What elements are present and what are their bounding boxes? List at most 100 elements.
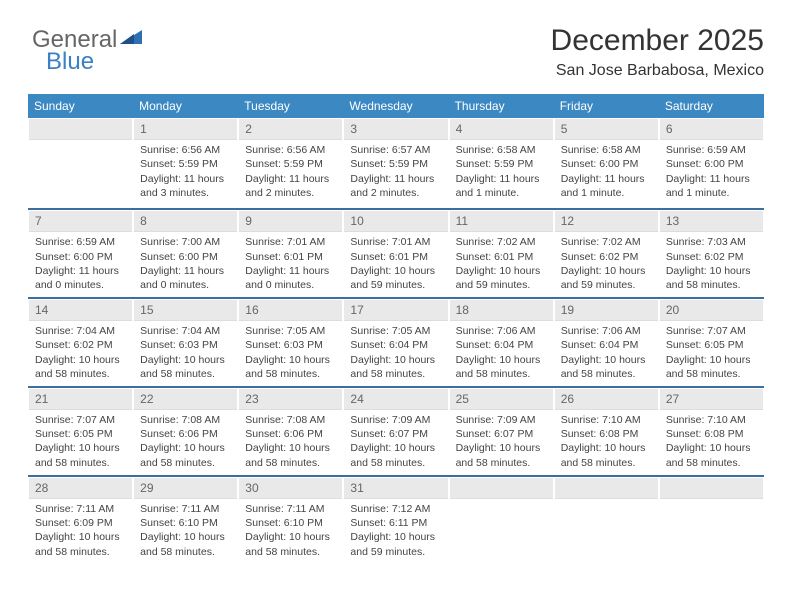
day-number: 5 <box>555 119 658 140</box>
day-number: 3 <box>344 119 447 140</box>
day-number: 17 <box>344 300 447 321</box>
day-body: Sunrise: 7:01 AMSunset: 6:01 PMDaylight:… <box>239 232 342 296</box>
daylight-text: Daylight: 10 hours and 58 minutes. <box>350 441 441 469</box>
sunset-text: Sunset: 6:04 PM <box>350 338 441 352</box>
daylight-text: Daylight: 11 hours and 0 minutes. <box>245 264 336 292</box>
calendar-week-row: 21Sunrise: 7:07 AMSunset: 6:05 PMDayligh… <box>28 387 764 476</box>
daylight-text: Daylight: 10 hours and 58 minutes. <box>35 353 126 381</box>
day-number: 23 <box>239 389 342 410</box>
sunset-text: Sunset: 6:09 PM <box>35 516 126 530</box>
sunset-text: Sunset: 5:59 PM <box>140 157 231 171</box>
sunset-text: Sunset: 6:02 PM <box>35 338 126 352</box>
weekday-header: Saturday <box>659 94 764 118</box>
sunrise-text: Sunrise: 7:08 AM <box>245 413 336 427</box>
calendar-day-cell <box>28 118 133 209</box>
daylight-text: Daylight: 11 hours and 2 minutes. <box>350 172 441 200</box>
daylight-text: Daylight: 10 hours and 58 minutes. <box>456 353 547 381</box>
calendar-day-cell: 25Sunrise: 7:09 AMSunset: 6:07 PMDayligh… <box>449 387 554 476</box>
day-number: 20 <box>660 300 763 321</box>
calendar-day-cell <box>554 476 659 567</box>
sunrise-text: Sunrise: 7:11 AM <box>35 502 126 516</box>
day-number: 13 <box>660 211 763 232</box>
day-body: Sunrise: 6:56 AMSunset: 5:59 PMDaylight:… <box>239 140 342 204</box>
daylight-text: Daylight: 10 hours and 58 minutes. <box>140 353 231 381</box>
daylight-text: Daylight: 10 hours and 58 minutes. <box>561 353 652 381</box>
day-number: 21 <box>29 389 132 410</box>
calendar-day-cell: 12Sunrise: 7:02 AMSunset: 6:02 PMDayligh… <box>554 209 659 298</box>
calendar-day-cell: 29Sunrise: 7:11 AMSunset: 6:10 PMDayligh… <box>133 476 238 567</box>
daylight-text: Daylight: 11 hours and 3 minutes. <box>140 172 231 200</box>
calendar-week-row: 7Sunrise: 6:59 AMSunset: 6:00 PMDaylight… <box>28 209 764 298</box>
day-number: 18 <box>450 300 553 321</box>
day-body: Sunrise: 7:02 AMSunset: 6:01 PMDaylight:… <box>450 232 553 296</box>
daylight-text: Daylight: 10 hours and 59 minutes. <box>350 264 441 292</box>
day-body: Sunrise: 7:05 AMSunset: 6:03 PMDaylight:… <box>239 321 342 385</box>
day-body: Sunrise: 7:09 AMSunset: 6:07 PMDaylight:… <box>344 410 447 474</box>
day-number: 10 <box>344 211 447 232</box>
day-number: 16 <box>239 300 342 321</box>
day-number: 29 <box>134 478 237 499</box>
daylight-text: Daylight: 10 hours and 58 minutes. <box>245 530 336 558</box>
day-body: Sunrise: 7:04 AMSunset: 6:02 PMDaylight:… <box>29 321 132 385</box>
daylight-text: Daylight: 10 hours and 58 minutes. <box>350 353 441 381</box>
day-number: 14 <box>29 300 132 321</box>
sunset-text: Sunset: 6:02 PM <box>666 250 757 264</box>
sunrise-text: Sunrise: 7:12 AM <box>350 502 441 516</box>
calendar-day-cell: 16Sunrise: 7:05 AMSunset: 6:03 PMDayligh… <box>238 298 343 387</box>
sunset-text: Sunset: 6:01 PM <box>350 250 441 264</box>
calendar-day-cell: 15Sunrise: 7:04 AMSunset: 6:03 PMDayligh… <box>133 298 238 387</box>
sunset-text: Sunset: 6:06 PM <box>140 427 231 441</box>
weekday-header-row: Sunday Monday Tuesday Wednesday Thursday… <box>28 94 764 118</box>
sunrise-text: Sunrise: 6:57 AM <box>350 143 441 157</box>
sunset-text: Sunset: 6:05 PM <box>666 338 757 352</box>
calendar-day-cell: 22Sunrise: 7:08 AMSunset: 6:06 PMDayligh… <box>133 387 238 476</box>
sunset-text: Sunset: 6:08 PM <box>666 427 757 441</box>
logo-text-2: Blue <box>46 48 94 76</box>
day-body: Sunrise: 7:02 AMSunset: 6:02 PMDaylight:… <box>555 232 658 296</box>
daylight-text: Daylight: 10 hours and 59 minutes. <box>561 264 652 292</box>
day-body: Sunrise: 7:10 AMSunset: 6:08 PMDaylight:… <box>660 410 763 474</box>
day-body: Sunrise: 7:10 AMSunset: 6:08 PMDaylight:… <box>555 410 658 474</box>
sunrise-text: Sunrise: 7:11 AM <box>140 502 231 516</box>
day-body <box>660 499 763 566</box>
day-body: Sunrise: 7:06 AMSunset: 6:04 PMDaylight:… <box>450 321 553 385</box>
sunset-text: Sunset: 6:07 PM <box>350 427 441 441</box>
sunset-text: Sunset: 6:04 PM <box>561 338 652 352</box>
day-body: Sunrise: 7:03 AMSunset: 6:02 PMDaylight:… <box>660 232 763 296</box>
day-number: 19 <box>555 300 658 321</box>
day-body: Sunrise: 7:11 AMSunset: 6:10 PMDaylight:… <box>239 499 342 563</box>
weekday-header: Tuesday <box>238 94 343 118</box>
calendar-day-cell <box>659 476 764 567</box>
day-number <box>29 119 132 140</box>
calendar-day-cell: 11Sunrise: 7:02 AMSunset: 6:01 PMDayligh… <box>449 209 554 298</box>
day-body: Sunrise: 7:11 AMSunset: 6:09 PMDaylight:… <box>29 499 132 563</box>
calendar-day-cell: 8Sunrise: 7:00 AMSunset: 6:00 PMDaylight… <box>133 209 238 298</box>
calendar-day-cell: 6Sunrise: 6:59 AMSunset: 6:00 PMDaylight… <box>659 118 764 209</box>
sunset-text: Sunset: 6:01 PM <box>245 250 336 264</box>
day-body <box>29 140 132 207</box>
sunrise-text: Sunrise: 7:09 AM <box>350 413 441 427</box>
logo-triangle-icon <box>120 28 142 46</box>
sunset-text: Sunset: 6:08 PM <box>561 427 652 441</box>
sunrise-text: Sunrise: 6:58 AM <box>561 143 652 157</box>
sunrise-text: Sunrise: 6:58 AM <box>456 143 547 157</box>
daylight-text: Daylight: 10 hours and 59 minutes. <box>456 264 547 292</box>
calendar-day-cell: 7Sunrise: 6:59 AMSunset: 6:00 PMDaylight… <box>28 209 133 298</box>
sunset-text: Sunset: 5:59 PM <box>456 157 547 171</box>
sunset-text: Sunset: 6:06 PM <box>245 427 336 441</box>
calendar-day-cell: 3Sunrise: 6:57 AMSunset: 5:59 PMDaylight… <box>343 118 448 209</box>
calendar-day-cell: 14Sunrise: 7:04 AMSunset: 6:02 PMDayligh… <box>28 298 133 387</box>
sunset-text: Sunset: 6:10 PM <box>140 516 231 530</box>
day-body: Sunrise: 6:58 AMSunset: 5:59 PMDaylight:… <box>450 140 553 204</box>
sunset-text: Sunset: 5:59 PM <box>245 157 336 171</box>
calendar-day-cell: 2Sunrise: 6:56 AMSunset: 5:59 PMDaylight… <box>238 118 343 209</box>
weekday-header: Monday <box>133 94 238 118</box>
calendar-day-cell: 18Sunrise: 7:06 AMSunset: 6:04 PMDayligh… <box>449 298 554 387</box>
day-number <box>450 478 553 499</box>
daylight-text: Daylight: 11 hours and 1 minute. <box>561 172 652 200</box>
sunrise-text: Sunrise: 6:59 AM <box>666 143 757 157</box>
sunrise-text: Sunrise: 7:07 AM <box>35 413 126 427</box>
sunrise-text: Sunrise: 7:10 AM <box>561 413 652 427</box>
sunset-text: Sunset: 6:10 PM <box>245 516 336 530</box>
sunset-text: Sunset: 6:01 PM <box>456 250 547 264</box>
